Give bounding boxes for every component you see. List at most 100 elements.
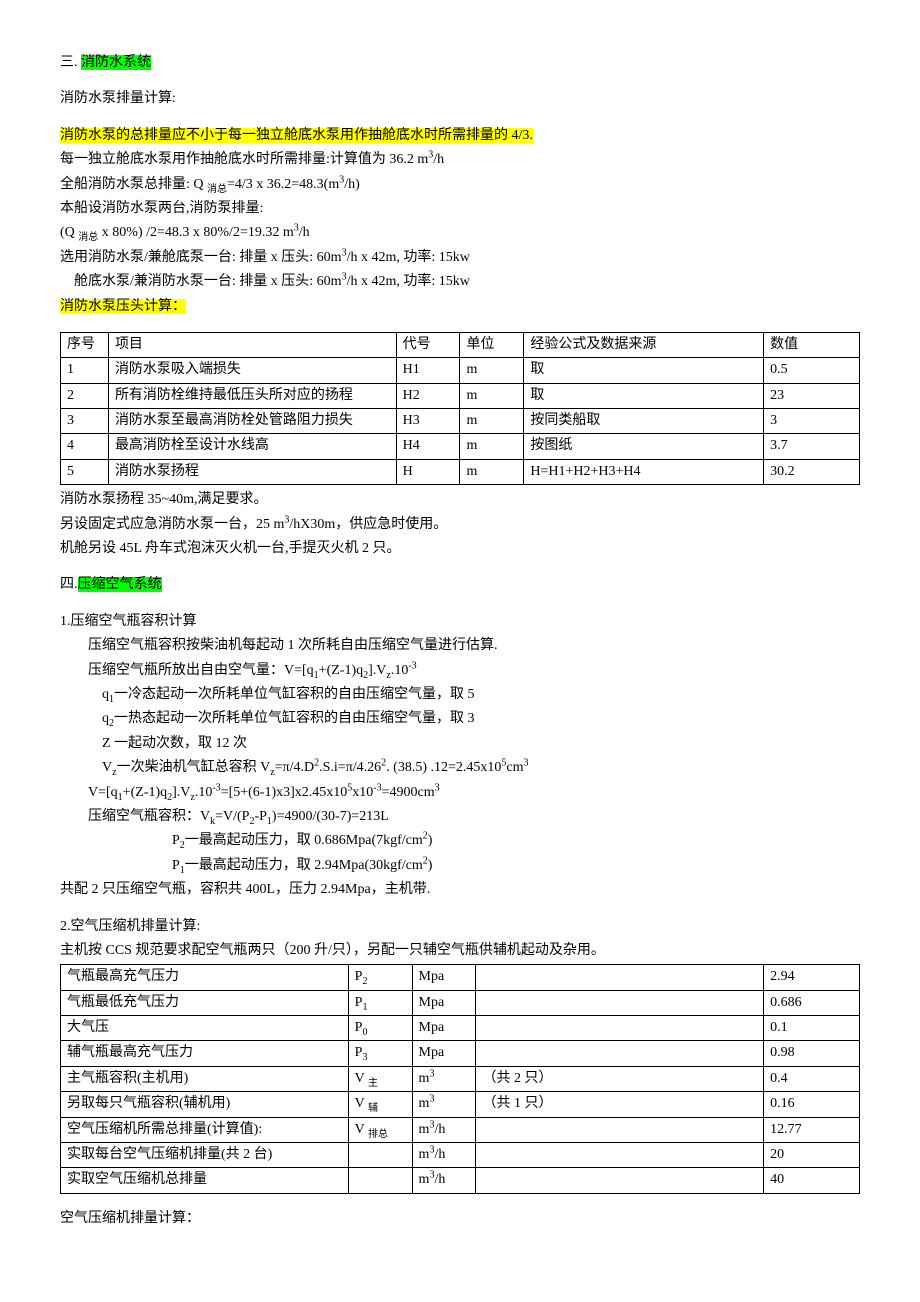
- table-cell: P2: [348, 965, 412, 990]
- table-cell: 0.5: [764, 358, 860, 383]
- table-cell: [348, 1168, 412, 1193]
- table-cell: H=H1+H2+H3+H4: [524, 459, 764, 484]
- table-cell: [348, 1143, 412, 1168]
- table-cell: H1: [396, 358, 460, 383]
- table-cell: m: [460, 383, 524, 408]
- text-line: 消防水泵扬程 35~40m,满足要求。: [60, 489, 860, 511]
- table-row: 实取空气压缩机总排量 m3/h 40: [61, 1168, 860, 1193]
- table-row: 5消防水泵扬程HmH=H1+H2+H3+H430.2: [61, 459, 860, 484]
- table-row: 1消防水泵吸入端损失H1m取0.5: [61, 358, 860, 383]
- text-line: 压缩空气瓶容积按柴油机每起动 1 次所耗自由压缩空气量进行估算.: [60, 635, 860, 657]
- text-line: Vz一次柴油机气缸总容积 Vz=π/4.D2.S.i=π/4.262. (38.…: [60, 757, 860, 779]
- table-cell: Mpa: [412, 965, 476, 990]
- table-cell: 3: [764, 409, 860, 434]
- section3-heading: 消防水系统: [81, 55, 151, 70]
- table-cell: 3.7: [764, 434, 860, 459]
- table-cell: 0.686: [764, 990, 860, 1015]
- table-cell: Mpa: [412, 990, 476, 1015]
- table-header-row: 序号 项目 代号 单位 经验公式及数据来源 数值: [61, 332, 860, 357]
- table-row: 大气压P0Mpa0.1: [61, 1016, 860, 1041]
- section3-body: 消防水泵的总排量应不小于每一独立舱底水泵用作抽舱底水时所需排量的 4/3. 每一…: [60, 125, 860, 318]
- table-cell: （共 2 只）: [476, 1066, 764, 1091]
- table-cell: m3: [412, 1092, 476, 1117]
- table-cell: 12.77: [764, 1117, 860, 1142]
- text-line: q1一冷态起动一次所耗单位气缸容积的自由压缩空气量，取 5: [60, 684, 860, 706]
- table-cell: 0.4: [764, 1066, 860, 1091]
- th: 序号: [61, 332, 109, 357]
- table-cell: 取: [524, 383, 764, 408]
- table-cell: [476, 990, 764, 1015]
- table-cell: m: [460, 358, 524, 383]
- section4-title: 四.压缩空气系统: [60, 574, 860, 596]
- table-cell: 消防水泵扬程: [108, 459, 396, 484]
- section4-footer: 空气压缩机排量计算：: [60, 1208, 860, 1230]
- text-line: 选用消防水泵/兼舱底泵一台: 排量 x 压头: 60m3/h x 42m, 功率…: [60, 247, 860, 269]
- text-line: q2一热态起动一次所耗单位气缸容积的自由压缩空气量，取 3: [60, 708, 860, 730]
- table-cell: 气瓶最高充气压力: [61, 965, 349, 990]
- table-cell: 5: [61, 459, 109, 484]
- table-cell: 消防水泵吸入端损失: [108, 358, 396, 383]
- table-cell: [476, 1168, 764, 1193]
- table-cell: 取: [524, 358, 764, 383]
- table-row: 空气压缩机所需总排量(计算值):V 排总m3/h12.77: [61, 1117, 860, 1142]
- table-2: 气瓶最高充气压力P2Mpa2.94气瓶最低充气压力P1Mpa0.686大气压P0…: [60, 964, 860, 1194]
- table-cell: 0.98: [764, 1041, 860, 1066]
- text-line: 全船消防水泵总排量: Q 消总=4/3 x 36.2=48.3(m3/h): [60, 174, 860, 196]
- table-cell: 最高消防栓至设计水线高: [108, 434, 396, 459]
- table-cell: H2: [396, 383, 460, 408]
- table-cell: 40: [764, 1168, 860, 1193]
- section3-subheading: 消防水泵排量计算:: [60, 88, 860, 110]
- table-cell: m3/h: [412, 1117, 476, 1142]
- table-row: 辅气瓶最高充气压力P3Mpa 0.98: [61, 1041, 860, 1066]
- table-cell: H4: [396, 434, 460, 459]
- text-line: (Q 消总 x 80%) /2=48.3 x 80%/2=19.32 m3/h: [60, 222, 860, 244]
- section3-after: 消防水泵扬程 35~40m,满足要求。 另设固定式应急消防水泵一台，25 m3/…: [60, 489, 860, 560]
- text-line: 压缩空气瓶所放出自由空气量：V=[q1+(Z-1)q2].Vz.10-3: [60, 660, 860, 682]
- th: 经验公式及数据来源: [524, 332, 764, 357]
- table-cell: [476, 1117, 764, 1142]
- table-cell: P0: [348, 1016, 412, 1041]
- table-cell: P1: [348, 990, 412, 1015]
- table-cell: 所有消防栓维持最低压头所对应的扬程: [108, 383, 396, 408]
- table-cell: m3/h: [412, 1168, 476, 1193]
- table-cell: H3: [396, 409, 460, 434]
- th: 单位: [460, 332, 524, 357]
- table-cell: 辅气瓶最高充气压力: [61, 1041, 349, 1066]
- text-line: 本船设消防水泵两台,消防泵排量:: [60, 198, 860, 220]
- table-cell: m: [460, 459, 524, 484]
- table-row: 主气瓶容积(主机用)V 主m3（共 2 只）0.4: [61, 1066, 860, 1091]
- table-cell: H: [396, 459, 460, 484]
- table-cell: 20: [764, 1143, 860, 1168]
- th: 代号: [396, 332, 460, 357]
- th: 项目: [108, 332, 396, 357]
- table-cell: 主气瓶容积(主机用): [61, 1066, 349, 1091]
- table-cell: 按同类船取: [524, 409, 764, 434]
- table-cell: 消防水泵至最高消防栓处管路阻力损失: [108, 409, 396, 434]
- table-cell: 4: [61, 434, 109, 459]
- text-line: P1一最高起动压力，取 2.94Mpa(30kgf/cm2): [60, 855, 860, 877]
- table-cell: m: [460, 409, 524, 434]
- section4-heading: 压缩空气系统: [78, 577, 162, 592]
- section3-title: 三. 消防水系统: [60, 52, 860, 74]
- th: 数值: [764, 332, 860, 357]
- table-cell: m3/h: [412, 1143, 476, 1168]
- table-cell: 大气压: [61, 1016, 349, 1041]
- table-cell: [476, 965, 764, 990]
- table-cell: P3: [348, 1041, 412, 1066]
- table-1: 序号 项目 代号 单位 经验公式及数据来源 数值 1消防水泵吸入端损失H1m取0…: [60, 332, 860, 485]
- table-row: 4最高消防栓至设计水线高H4m按图纸3.7: [61, 434, 860, 459]
- table-cell: V 辅: [348, 1092, 412, 1117]
- table-cell: 另取每只气瓶容积(辅机用): [61, 1092, 349, 1117]
- text-line: Z 一起动次数，取 12 次: [60, 733, 860, 755]
- table-cell: 实取空气压缩机总排量: [61, 1168, 349, 1193]
- table-cell: 0.1: [764, 1016, 860, 1041]
- section4-s1: 1.压缩空气瓶容积计算 压缩空气瓶容积按柴油机每起动 1 次所耗自由压缩空气量进…: [60, 611, 860, 902]
- section3-prefix: 三.: [60, 55, 81, 70]
- text-line: 压缩空气瓶容积：Vk=V/(P2-P1)=4900/(30-7)=213L: [60, 806, 860, 828]
- text-line: 共配 2 只压缩空气瓶，容积共 400L，压力 2.94Mpa，主机带.: [60, 879, 860, 901]
- table-cell: 气瓶最低充气压力: [61, 990, 349, 1015]
- text-line: 另设固定式应急消防水泵一台，25 m3/hX30m，供应急时使用。: [60, 514, 860, 536]
- s2-title: 2.空气压缩机排量计算:: [60, 916, 860, 938]
- table-cell: Mpa: [412, 1041, 476, 1066]
- table-row: 2所有消防栓维持最低压头所对应的扬程H2m取23: [61, 383, 860, 408]
